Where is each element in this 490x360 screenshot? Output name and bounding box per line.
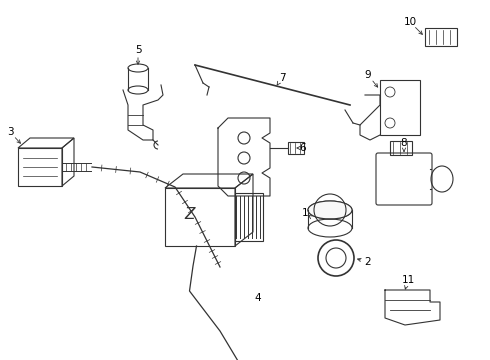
Text: 8: 8 <box>401 138 407 148</box>
Text: 10: 10 <box>403 17 416 27</box>
Text: 3: 3 <box>7 127 13 137</box>
Text: 11: 11 <box>401 275 415 285</box>
Bar <box>425 28 457 46</box>
Bar <box>288 142 304 154</box>
Text: 1: 1 <box>302 208 308 218</box>
Text: 9: 9 <box>365 70 371 80</box>
Text: 7: 7 <box>279 73 285 83</box>
Text: 6: 6 <box>300 143 306 153</box>
Bar <box>235 193 263 241</box>
Bar <box>380 80 420 135</box>
Text: Z: Z <box>184 207 195 222</box>
Ellipse shape <box>308 201 352 219</box>
Text: 5: 5 <box>135 45 141 55</box>
Bar <box>390 141 412 155</box>
Text: 4: 4 <box>255 293 261 303</box>
Text: 2: 2 <box>365 257 371 267</box>
